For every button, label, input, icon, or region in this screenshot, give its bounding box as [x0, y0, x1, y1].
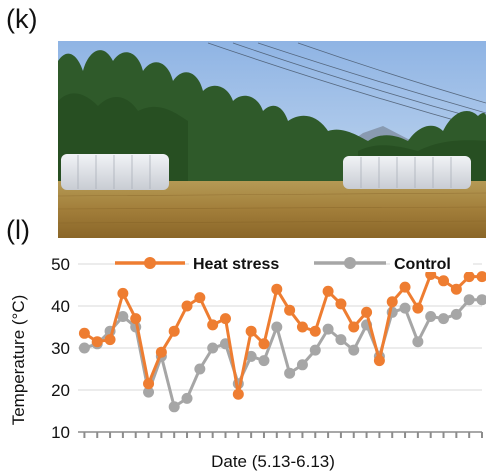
legend-label-control: Control [394, 256, 451, 273]
data-point-control [309, 344, 321, 356]
data-point-heat-stress [348, 321, 360, 333]
data-point-heat-stress [91, 336, 103, 348]
data-point-heat-stress [143, 378, 155, 390]
data-point-control [168, 401, 180, 413]
field-texture [58, 192, 486, 224]
data-point-heat-stress [245, 325, 257, 337]
x-axis-label: Date (5.13-6.13) [211, 452, 335, 471]
legend-marker-control [344, 257, 356, 269]
data-point-control [399, 302, 411, 314]
panel-label-k: (k) [6, 4, 38, 34]
data-point-heat-stress [194, 292, 206, 304]
data-point-heat-stress [258, 338, 270, 350]
data-point-control [117, 311, 129, 322]
data-point-heat-stress [117, 287, 129, 299]
y-tick-label: 20 [51, 381, 70, 400]
data-point-heat-stress [335, 298, 347, 310]
data-point-control [438, 313, 450, 325]
data-point-control [476, 294, 486, 306]
data-point-control [335, 334, 347, 346]
data-point-control [348, 344, 360, 356]
data-point-heat-stress [438, 275, 450, 287]
data-point-heat-stress [155, 346, 167, 358]
y-tick-label: 40 [51, 297, 70, 316]
data-point-control [78, 342, 90, 354]
data-point-heat-stress [373, 355, 385, 367]
y-axis-label: Temperature (°C) [9, 295, 28, 426]
data-point-control [296, 359, 308, 371]
legend-marker-heat-stress [144, 257, 156, 269]
data-point-control [425, 311, 437, 322]
data-point-heat-stress [232, 388, 244, 400]
y-tick-label: 50 [51, 255, 70, 274]
data-point-control [284, 367, 296, 379]
axes: 10 20 30 40 50 [51, 255, 483, 442]
y-tick-label: 10 [51, 423, 70, 442]
data-point-heat-stress [271, 283, 283, 295]
field-photo [58, 41, 486, 238]
y-tick-label: 30 [51, 339, 70, 358]
data-point-heat-stress [399, 281, 411, 293]
data-point-heat-stress [309, 325, 321, 337]
data-point-heat-stress [104, 334, 116, 346]
data-point-heat-stress [322, 285, 334, 297]
panel-label-l: (l) [6, 215, 30, 245]
series [78, 269, 486, 413]
legend-bg-control [390, 252, 473, 272]
power-lines [207, 42, 486, 130]
data-point-heat-stress [450, 283, 462, 295]
data-point-heat-stress [207, 319, 219, 331]
data-point-control [194, 363, 206, 375]
data-point-control [463, 294, 475, 306]
data-point-control [181, 392, 193, 404]
data-point-control [271, 321, 283, 333]
data-point-heat-stress [181, 300, 193, 312]
data-point-control [143, 386, 155, 398]
data-point-heat-stress [386, 296, 398, 308]
greenhouse-left [61, 154, 169, 190]
legend-label-heat-stress: Heat stress [193, 256, 279, 273]
data-point-control [322, 323, 334, 335]
data-point-heat-stress [284, 304, 296, 316]
legend: Heat stress Control [115, 252, 473, 273]
data-point-control [450, 308, 462, 320]
data-point-heat-stress [168, 325, 180, 337]
data-point-heat-stress [130, 313, 142, 325]
data-point-control [245, 350, 257, 362]
data-point-heat-stress [412, 302, 424, 314]
temperature-chart: 10 20 30 40 50 Heat stress Control Date (5.13… [9, 252, 486, 471]
data-point-control [207, 342, 219, 354]
data-point-heat-stress [361, 306, 373, 318]
legend-bg-heat-stress [189, 252, 316, 272]
data-point-heat-stress [476, 271, 486, 283]
data-point-control [258, 355, 270, 367]
field [58, 181, 486, 238]
data-point-heat-stress [463, 271, 475, 283]
data-point-heat-stress [78, 327, 90, 339]
greenhouse-right [343, 156, 471, 189]
data-point-heat-stress [219, 313, 231, 325]
data-point-control [412, 336, 424, 348]
data-point-heat-stress [296, 321, 308, 333]
